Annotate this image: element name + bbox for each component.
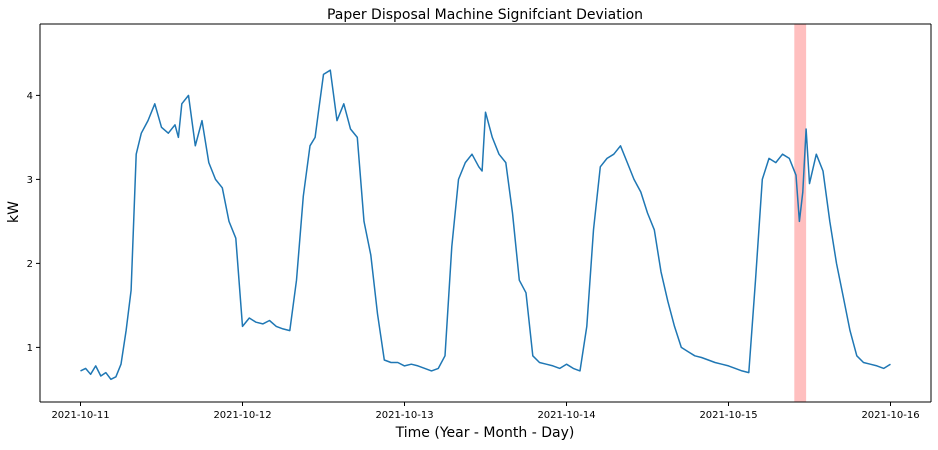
x-tick-label: 2021-10-14 [537, 410, 595, 421]
x-tick-label: 2021-10-11 [51, 410, 109, 421]
y-tick-label: 1 [27, 343, 33, 354]
y-axis-label: kW [6, 201, 22, 223]
chart-title: Paper Disposal Machine Signifciant Devia… [327, 7, 643, 23]
axis-layer [39, 23, 932, 403]
x-tick-label: 2021-10-13 [375, 410, 433, 421]
plot-background [40, 24, 931, 402]
x-axis-label: Time (Year - Month - Day) [395, 425, 575, 441]
series-line [80, 69, 891, 381]
y-tick-label: 4 [27, 91, 33, 102]
x-tick-label: 2021-10-16 [861, 410, 919, 421]
x-tick-layer: 2021-10-11 2021-10-12 2021-10-13 2021-10-14… [51, 402, 920, 421]
series-layer [80, 69, 891, 381]
y-tick-label: 2 [27, 259, 33, 270]
y-tick-label: 3 [27, 175, 33, 186]
x-tick-label: 2021-10-15 [699, 410, 757, 421]
x-tick-label: 2021-10-12 [213, 410, 271, 421]
y-tick-layer: 1 2 3 4 [27, 91, 40, 354]
